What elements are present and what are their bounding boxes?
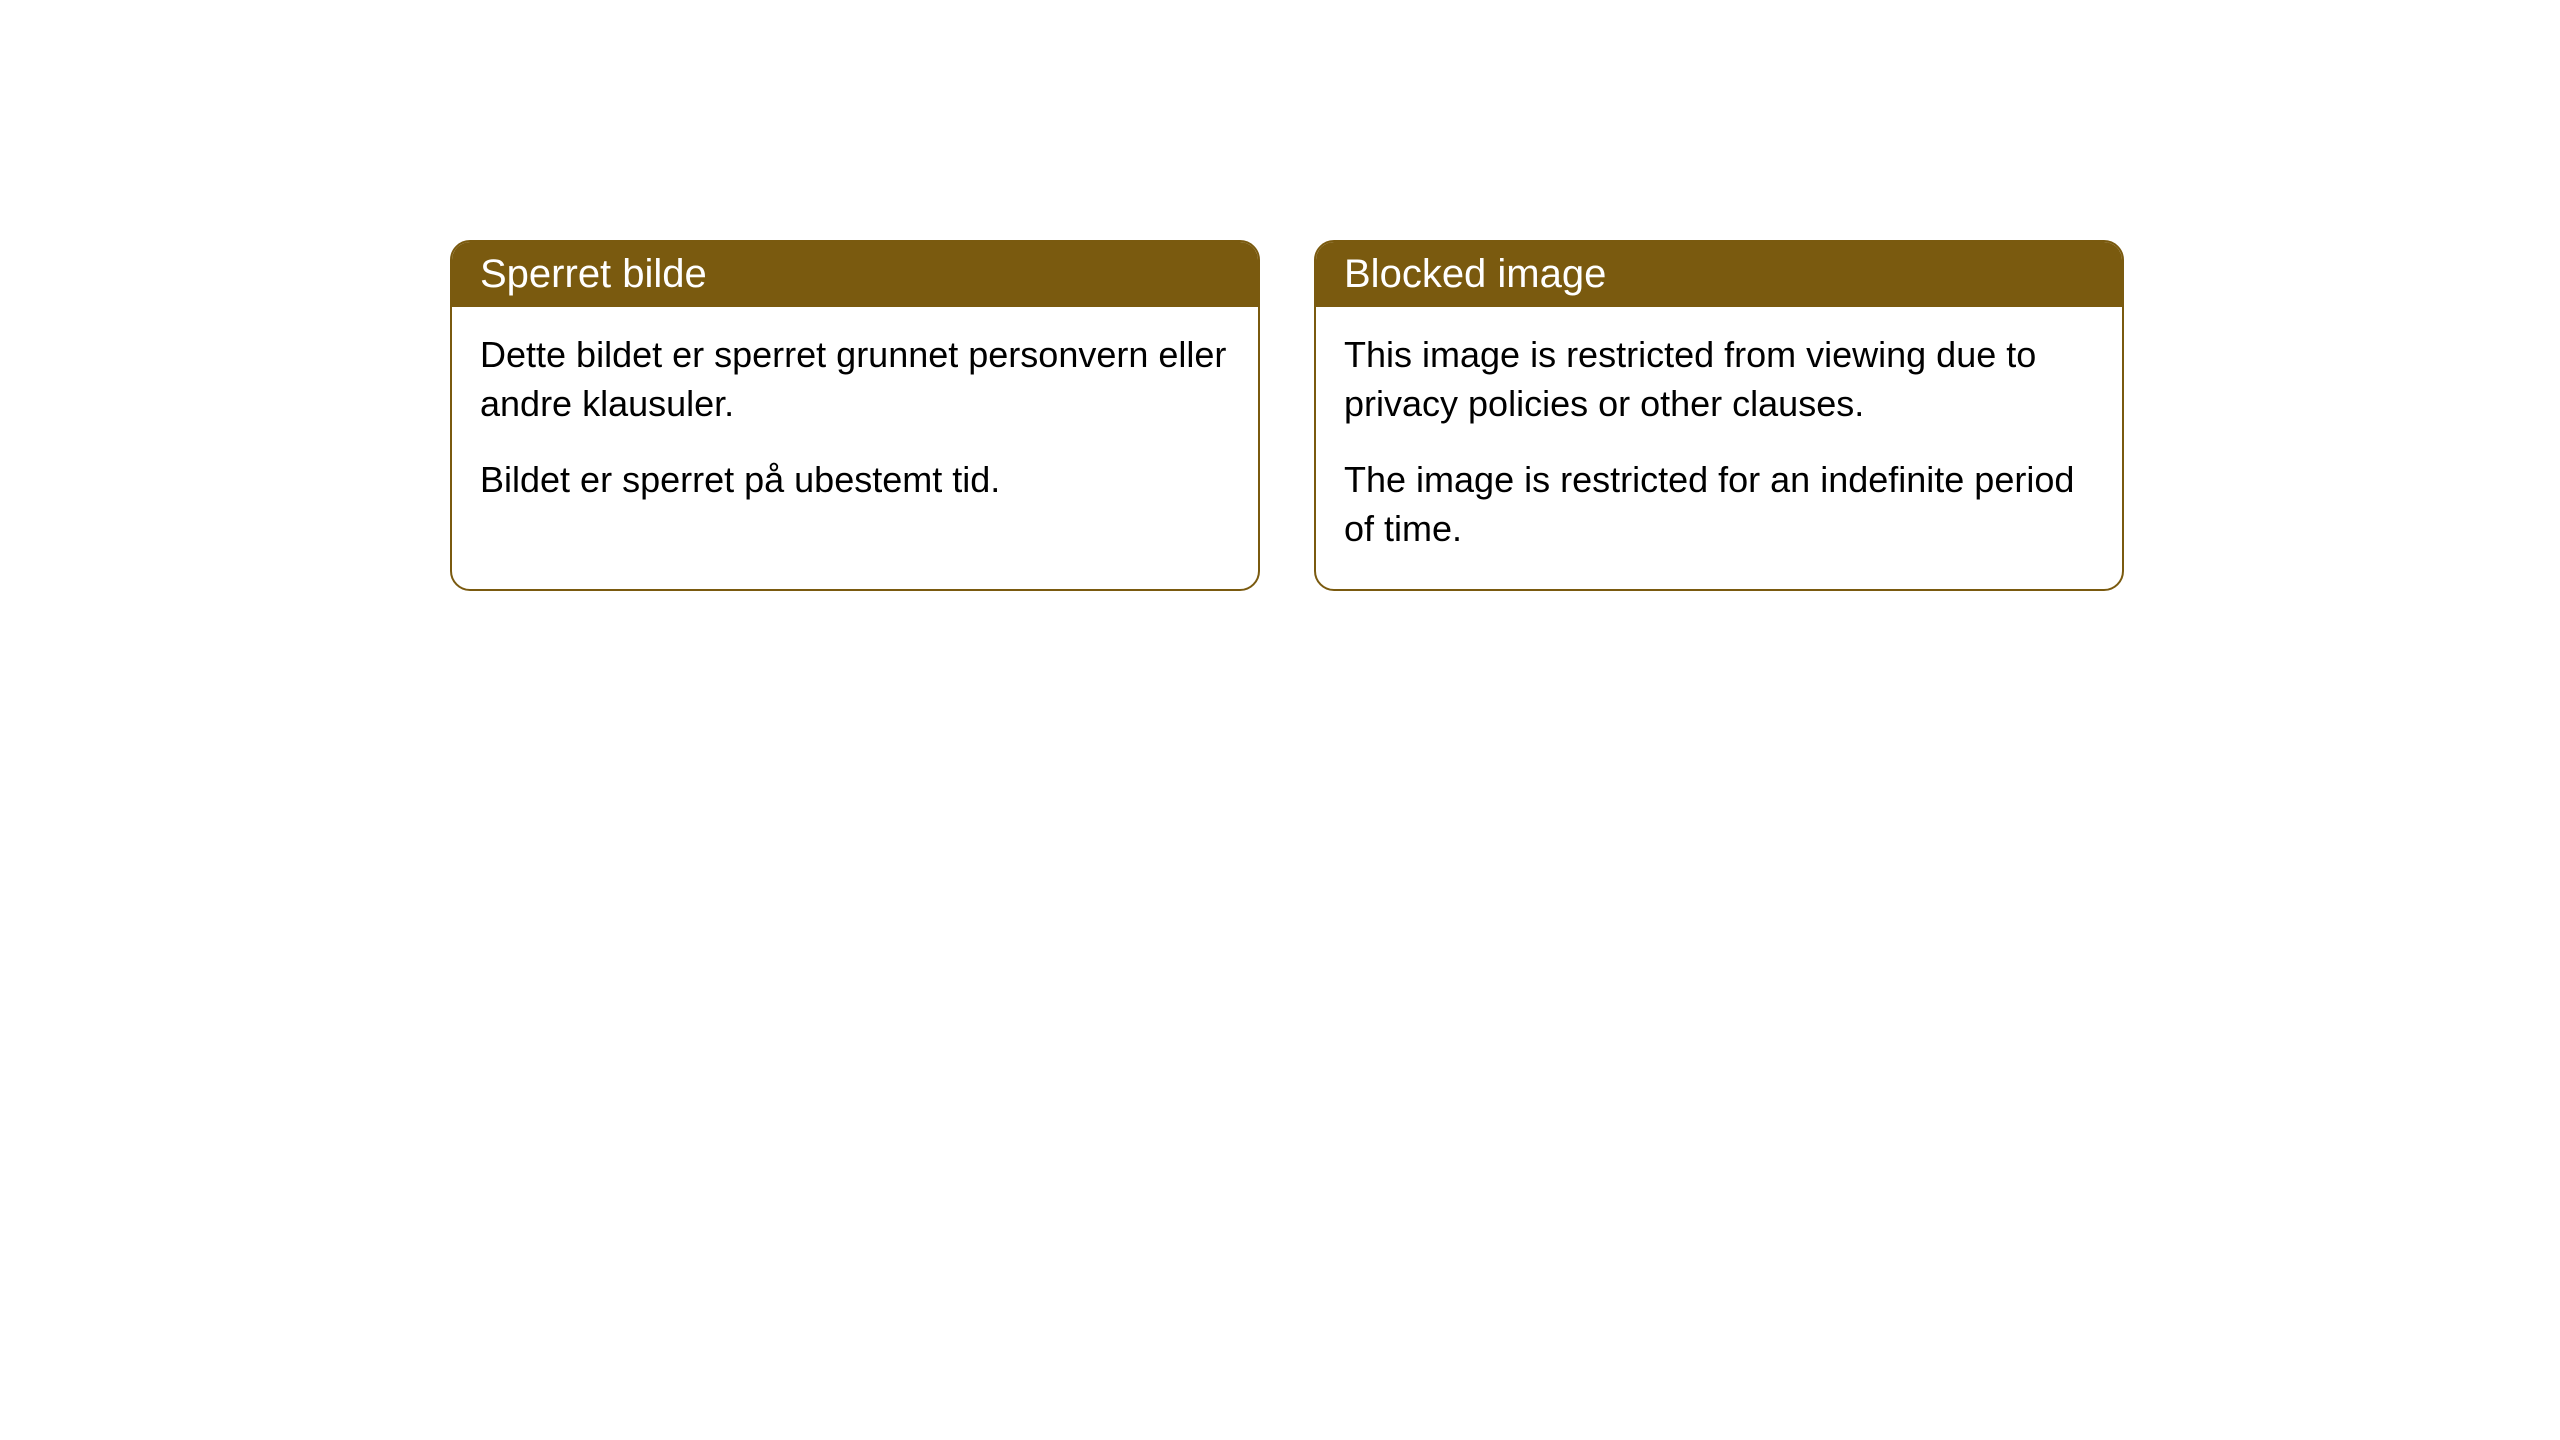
card-english: Blocked image This image is restricted f… — [1314, 240, 2124, 591]
cards-container: Sperret bilde Dette bildet er sperret gr… — [450, 240, 2124, 591]
card-text-english-2: The image is restricted for an indefinit… — [1344, 456, 2094, 553]
card-norwegian: Sperret bilde Dette bildet er sperret gr… — [450, 240, 1260, 591]
card-text-english-1: This image is restricted from viewing du… — [1344, 331, 2094, 428]
card-text-norwegian-2: Bildet er sperret på ubestemt tid. — [480, 456, 1230, 505]
card-header-norwegian: Sperret bilde — [452, 242, 1258, 307]
card-body-norwegian: Dette bildet er sperret grunnet personve… — [452, 307, 1258, 541]
card-header-english: Blocked image — [1316, 242, 2122, 307]
card-text-norwegian-1: Dette bildet er sperret grunnet personve… — [480, 331, 1230, 428]
card-body-english: This image is restricted from viewing du… — [1316, 307, 2122, 589]
